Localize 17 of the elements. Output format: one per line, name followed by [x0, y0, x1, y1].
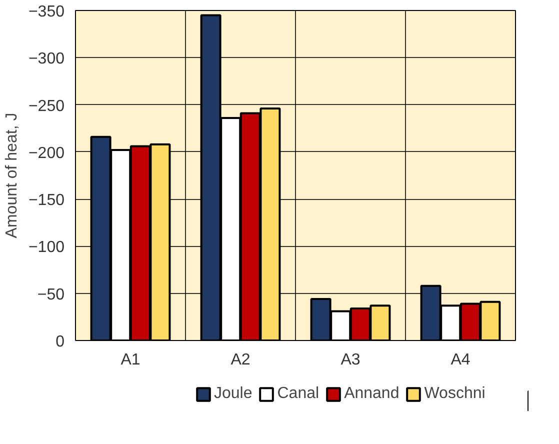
- x-tick-label: A1: [120, 352, 140, 368]
- legend-label: Joule: [214, 385, 252, 403]
- y-tick-label: −100: [28, 239, 65, 256]
- y-tick-label: −300: [28, 50, 65, 68]
- y-tick-label: 0: [56, 334, 65, 350]
- legend-label: Woschni: [424, 385, 486, 403]
- y-tick-label: −150: [28, 192, 65, 210]
- x-tick-label: A4: [450, 352, 470, 368]
- legend-label: Annand: [344, 385, 400, 403]
- y-tick-label: −200: [28, 144, 65, 162]
- y-tick-label: −250: [28, 98, 65, 115]
- y-tick-label: −50: [37, 286, 65, 304]
- x-tick-label: A2: [230, 352, 250, 368]
- x-tick-label: A3: [340, 352, 360, 368]
- y-axis-title: Amount of heat, J: [3, 112, 20, 238]
- legend-label: Canal: [277, 385, 320, 403]
- y-tick-label: −350: [28, 4, 65, 20]
